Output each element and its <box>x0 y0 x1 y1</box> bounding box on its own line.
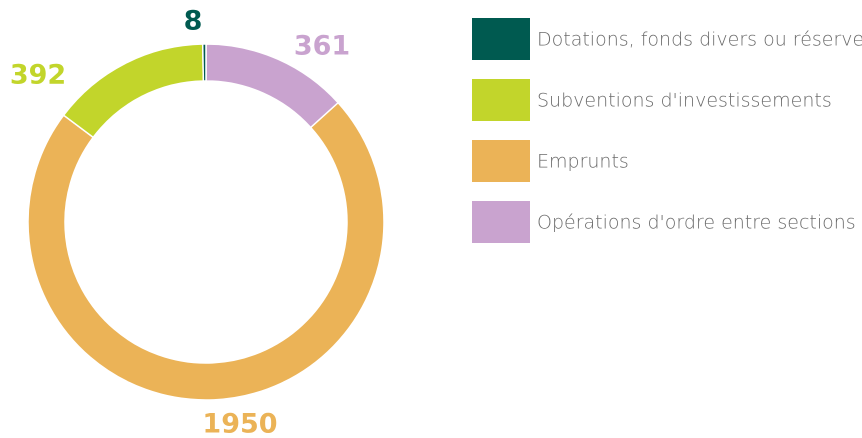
legend-label: Dotations, fonds divers ou réserves <box>537 29 862 51</box>
donut-segment <box>201 43 207 82</box>
legend-swatch <box>472 140 530 182</box>
legend-swatch <box>472 201 530 243</box>
data-label: 392 <box>10 60 66 91</box>
legend-swatch <box>472 79 530 121</box>
legend-label: Opérations d'ordre entre sections <box>537 212 856 234</box>
data-label: 1950 <box>202 409 277 438</box>
legend-swatch <box>472 18 530 60</box>
donut-segment <box>27 101 385 401</box>
legend-label: Subventions d'investissements <box>537 90 832 112</box>
data-label: 8 <box>184 6 203 37</box>
data-label: 361 <box>294 31 350 62</box>
donut-segment <box>62 43 205 139</box>
legend-label: Emprunts <box>537 151 629 173</box>
